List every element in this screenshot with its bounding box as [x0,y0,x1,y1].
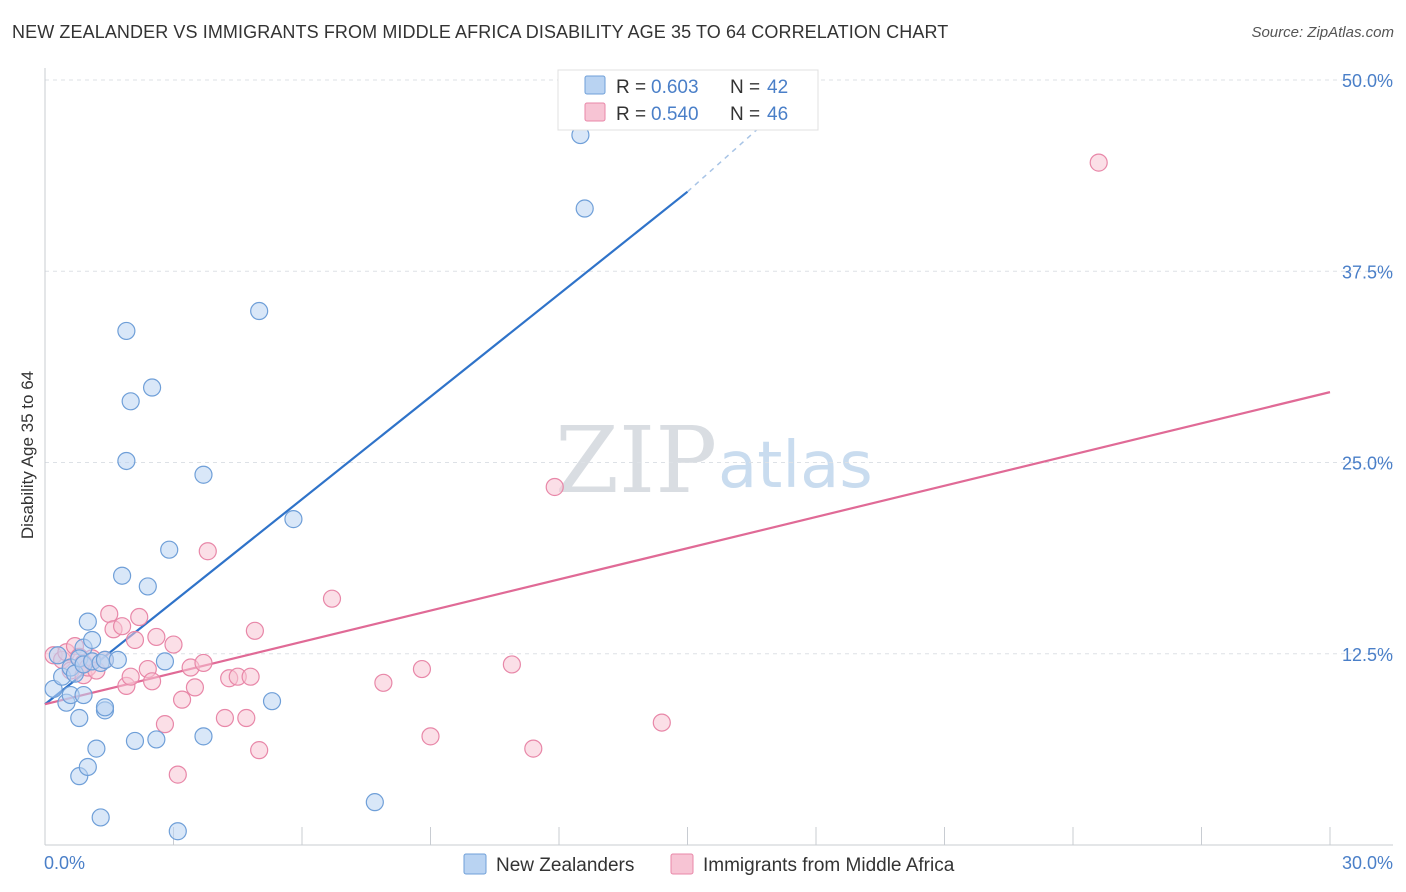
axes: 12.5% 25.0% 37.5% 50.0% [44,68,1393,846]
watermark-zip: ZIP [555,407,717,514]
series-legend-label-1: New Zealanders [496,855,634,876]
point-new-zealander [575,199,594,218]
point-new-zealander [91,808,110,827]
point-new-zealander [262,692,282,711]
legend-r-value-1: 0.603 [651,77,699,98]
point-middle-africa [524,739,543,758]
point-middle-africa [250,741,269,760]
y-tick-label: 50.0% [1342,71,1393,91]
point-middle-africa [374,673,393,692]
point-middle-africa [185,678,205,697]
legend-r-value-2: 0.540 [651,104,699,125]
chart-title: NEW ZEALANDER VS IMMIGRANTS FROM MIDDLE … [12,22,949,42]
legend-n-label-2: N = [730,104,760,125]
point-new-zealander [83,630,102,650]
point-new-zealander [112,566,132,585]
point-new-zealander [147,730,166,749]
point-middle-africa [100,604,119,624]
point-new-zealander [48,646,67,665]
point-middle-africa [142,672,162,691]
legend-n-label-1: N = [730,77,760,98]
point-new-zealander [74,685,93,705]
point-middle-africa [168,765,187,784]
point-middle-africa [215,708,234,728]
point-new-zealander [117,321,136,341]
point-new-zealander [142,378,162,397]
point-new-zealander [160,540,179,559]
point-new-zealander [87,739,106,758]
point-new-zealander [78,612,97,631]
trend-lines [44,76,1331,706]
point-middle-africa [412,659,432,679]
gridlines [45,79,1393,655]
legend-swatch-pink [584,102,606,122]
legend-swatch-blue [584,75,606,95]
point-new-zealander [121,392,140,411]
point-middle-africa [545,477,564,497]
y-tick-label: 12.5% [1342,645,1393,665]
series-legend-label-2: Immigrants from Middle Africa [703,855,955,876]
x-tick-label-max: 30.0% [1342,853,1393,873]
series-legend-swatch-blue [463,853,487,875]
legend-n-value-2: 46 [767,104,788,125]
point-new-zealander [138,577,157,596]
legend-r-label-2: R = [616,104,646,125]
point-new-zealander [155,652,175,671]
point-new-zealander [117,451,136,471]
source-label: Source: ZipAtlas.com [1251,24,1394,41]
series-legend-swatch-pink [670,853,694,875]
point-new-zealander [194,465,213,484]
point-middle-africa [112,617,132,636]
point-middle-africa [147,627,166,647]
point-middle-africa [125,630,145,650]
point-middle-africa [121,667,140,686]
point-new-zealander [78,757,97,777]
stats-legend: R = 0.603 N = 42 R = 0.540 N = 46 [557,69,819,131]
point-new-zealander [365,793,384,812]
point-middle-africa [241,667,260,686]
point-middle-africa [322,589,342,608]
point-new-zealander [168,822,187,841]
x-tick-label-min: 0.0% [44,853,85,873]
point-new-zealander [284,510,303,529]
point-new-zealander [250,301,269,321]
point-middle-africa [198,542,217,561]
trend-line-new-zealanders [44,190,689,706]
point-new-zealander [125,731,145,751]
point-middle-africa [1089,153,1108,172]
y-tick-label: 37.5% [1342,262,1393,282]
watermark-atlas: atlas [718,429,873,503]
series-legend: New Zealanders Immigrants from Middle Af… [463,853,955,876]
point-new-zealander [194,727,213,746]
y-axis-label: Disability Age 35 to 64 [18,371,37,539]
point-middle-africa [237,708,256,728]
trend-line-middle-africa [44,391,1331,706]
point-middle-africa [172,690,192,709]
data-points [44,125,1108,841]
point-middle-africa [502,655,521,674]
point-middle-africa [130,607,149,627]
legend-r-label-1: R = [616,77,646,98]
point-middle-africa [164,635,183,654]
point-new-zealander [70,708,89,728]
point-middle-africa [652,713,671,732]
point-new-zealander [108,650,127,669]
point-new-zealander [95,698,115,717]
legend-n-value-1: 42 [767,77,788,98]
point-middle-africa [245,621,264,640]
y-tick-label: 25.0% [1342,454,1393,474]
point-middle-africa [421,727,440,746]
point-middle-africa [155,715,175,734]
point-middle-africa [194,653,213,673]
